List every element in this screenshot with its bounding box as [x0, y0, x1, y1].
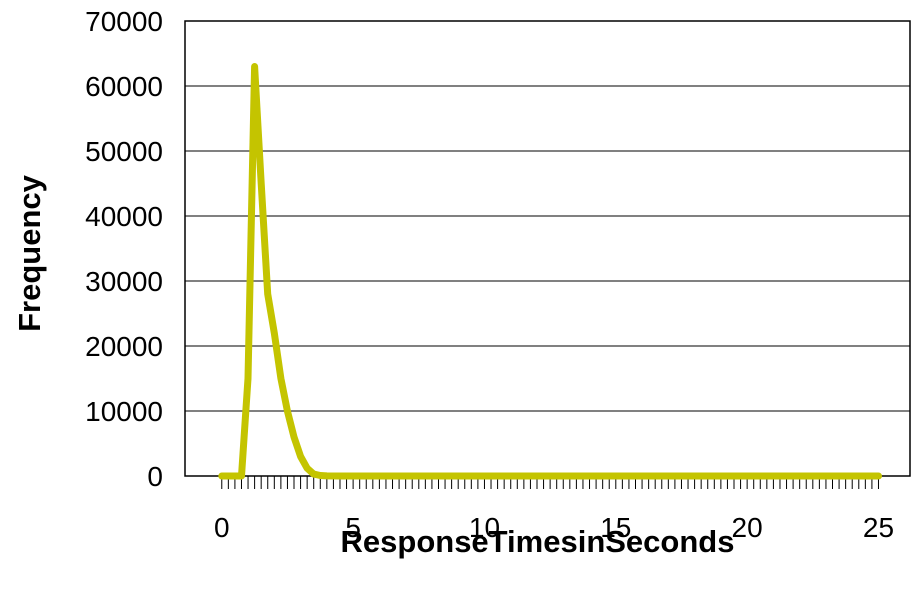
series-line-0 [218, 63, 882, 480]
gridlines [185, 85, 910, 412]
y-tick-labels: 0 10000 20000 30000 40000 50000 60000 70000 [85, 6, 163, 492]
y-tick-label-4: 40000 [85, 201, 163, 232]
plot-area [184, 20, 911, 477]
y-tick-label-5: 50000 [85, 136, 163, 167]
y-tick-label-6: 60000 [85, 71, 163, 102]
y-axis-title: Frequency [12, 174, 47, 332]
x-tick-label-2: 10 [469, 512, 500, 543]
x-tick-label-0: 0 [214, 512, 230, 543]
x-axis-title: ResponseTimesinSeconds [341, 524, 735, 559]
y-tick-label-7: 70000 [85, 6, 163, 37]
y-tick-label-3: 30000 [85, 266, 163, 297]
y-tick-label-2: 20000 [85, 331, 163, 362]
x-tick-label-1: 5 [345, 512, 361, 543]
y-tick-label-0: 0 [147, 461, 163, 492]
x-tick-label-5: 25 [863, 512, 894, 543]
x-tick-label-3: 15 [600, 512, 631, 543]
series-group [218, 63, 882, 480]
x-tick-label-4: 20 [732, 512, 763, 543]
y-tick-label-1: 10000 [85, 396, 163, 427]
x-tick-labels: 0 5 10 15 20 25 [214, 512, 894, 543]
